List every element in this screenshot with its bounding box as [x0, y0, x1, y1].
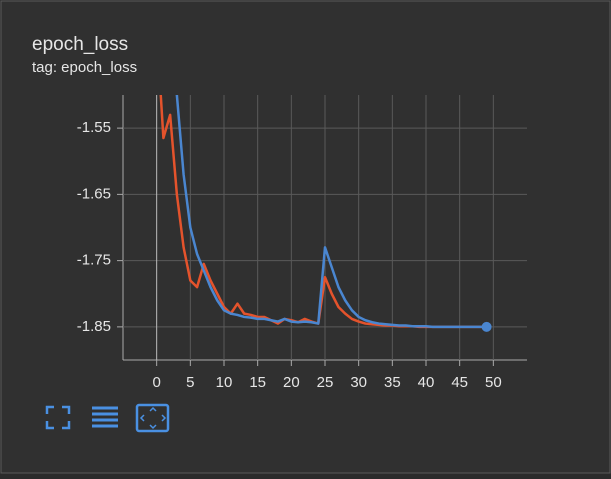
toolbar — [45, 403, 170, 433]
chart-title: epoch_loss — [32, 34, 128, 55]
x-tick-label: 5 — [186, 374, 194, 391]
x-tick-label: 45 — [451, 374, 468, 391]
x-tick-label: 30 — [350, 374, 367, 391]
x-tick-label: 25 — [317, 374, 334, 391]
x-tick-label: 15 — [249, 374, 266, 391]
end-point — [481, 321, 492, 332]
x-tick-label: 35 — [384, 374, 401, 391]
y-tick-label: -1.85 — [77, 318, 111, 335]
fullscreen-icon[interactable] — [45, 405, 71, 430]
series-line — [175, 95, 487, 329]
x-tick-label: 10 — [216, 374, 233, 391]
x-tick-label: 40 — [418, 374, 435, 391]
y-tick-label: -1.55 — [77, 119, 111, 136]
chart-subtitle: tag: epoch_loss — [32, 59, 137, 76]
x-tick-label: 0 — [152, 374, 160, 391]
y-tick-label: -1.65 — [77, 185, 111, 202]
x-tick-label: 20 — [283, 374, 300, 391]
fit-domain-icon[interactable] — [135, 403, 170, 433]
data-selection-icon[interactable] — [92, 406, 118, 428]
x-tick-label: 50 — [485, 374, 502, 391]
y-tick-label: -1.75 — [77, 252, 111, 269]
